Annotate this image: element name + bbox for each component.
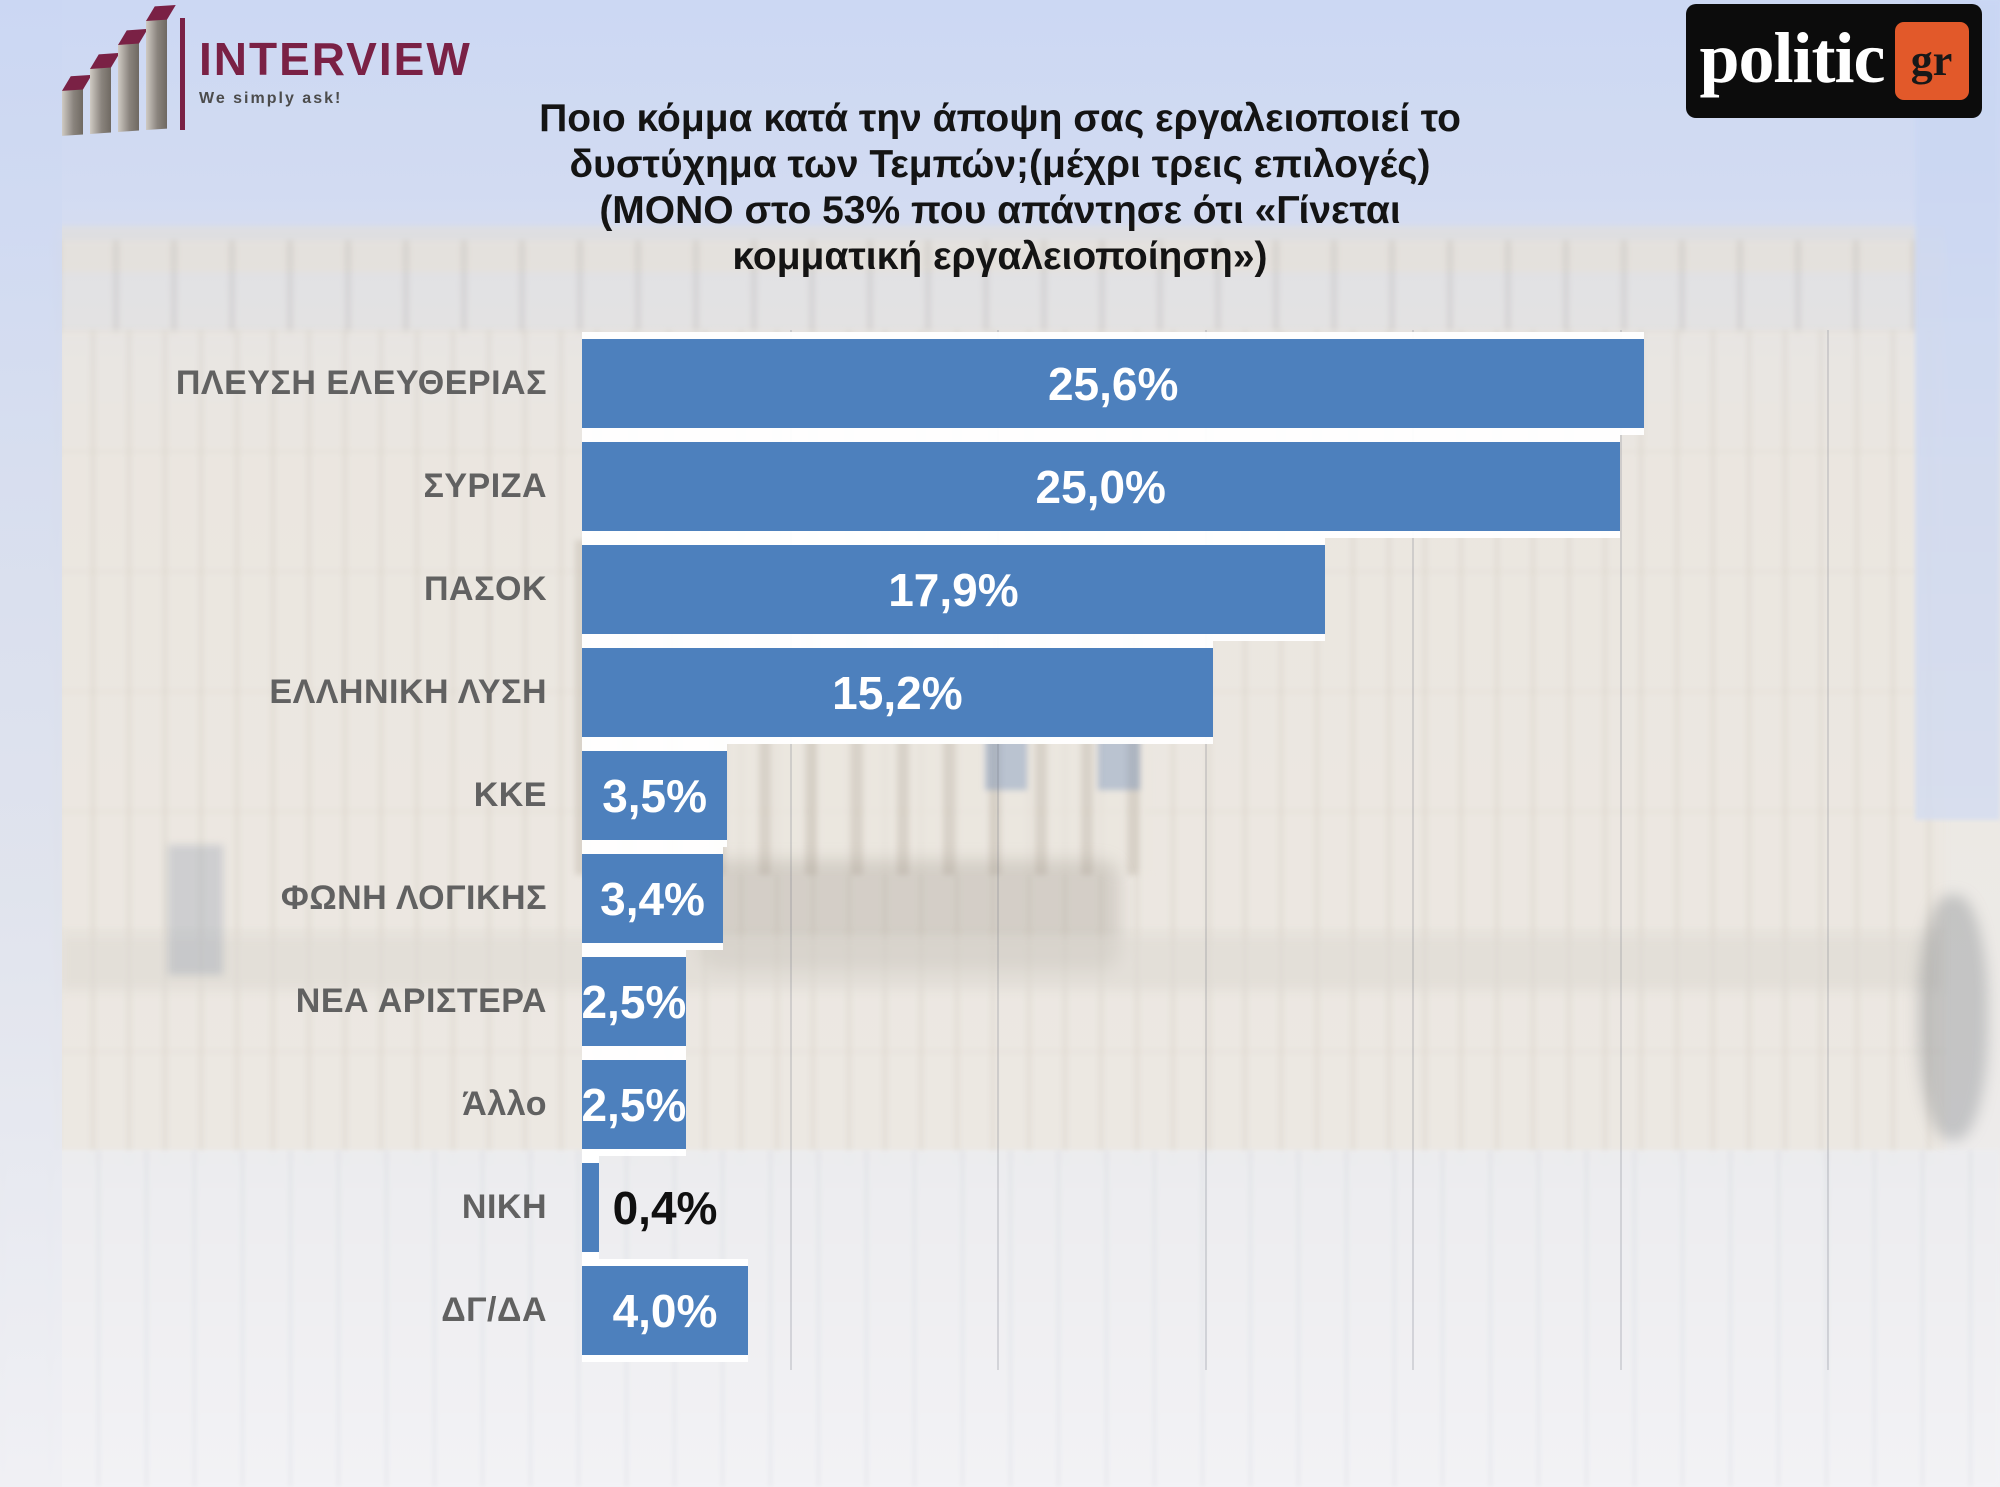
chart-row: ΝΙΚΗ 0,4% xyxy=(60,1156,1960,1259)
category-label: ΠΑΣΟΚ xyxy=(423,570,547,608)
bar: 3,5% xyxy=(582,751,728,840)
title-line: δυστύχημα των Τεμπών;(μέχρι τρεις επιλογ… xyxy=(569,143,1431,186)
background-building-base xyxy=(60,935,1940,990)
category-label: ΦΩΝΗ ΛΟΓΙΚΗΣ xyxy=(280,879,547,917)
logo-divider xyxy=(180,18,185,130)
chart-row: ΝΕΑ ΑΡΙΣΤΕΡΑ 2,5% xyxy=(60,950,1960,1053)
background-tree xyxy=(1918,895,1988,1140)
bar-area: 2,5% xyxy=(581,1060,1960,1149)
bar: 25,0% xyxy=(582,442,1620,531)
politic-gr-badge: gr xyxy=(1894,22,1969,100)
gridline xyxy=(1619,330,1622,1370)
bar: 2,5% xyxy=(581,1060,687,1149)
bar-area: 3,4% xyxy=(582,854,1960,943)
chart-row: ΚΚΕ 3,5% xyxy=(60,744,1960,847)
bar: 17,9% xyxy=(582,545,1325,634)
category-label: ΔΓ/ΔΑ xyxy=(441,1291,547,1329)
background-ground xyxy=(0,1150,2000,1487)
politic-gr-logo: politic gr xyxy=(1686,4,1982,118)
chart-row: ΔΓ/ΔΑ 4,0% xyxy=(60,1259,1960,1362)
bar-area: 15,2% xyxy=(582,648,1960,737)
interview-brand-text: INTERVIEW xyxy=(199,33,472,85)
gridline xyxy=(1412,330,1414,1370)
bar: 3,4% xyxy=(582,854,724,943)
chart-gridlines xyxy=(582,330,2000,1370)
title-line: κομματική εργαλειοποίηση») xyxy=(732,235,1268,278)
category-label: ΝΙΚΗ xyxy=(461,1188,547,1226)
bar xyxy=(582,1163,599,1252)
bar-area: 25,0% xyxy=(582,442,1960,531)
bar: 4,0% xyxy=(582,1266,748,1355)
bar-chart: ΠΛΕΥΣΗ ΕΛΕΥΘΕΡΙΑΣ 25,6% ΣΥΡΙΖΑ 25,0% ΠΑΣ… xyxy=(60,332,1960,1362)
bar: 15,2% xyxy=(582,648,1213,737)
title-line: (ΜΟΝΟ στο 53% που απάντησε ότι «Γίνεται xyxy=(599,189,1401,232)
gridline xyxy=(789,330,792,1370)
chart-row: ΠΑΣΟΚ 17,9% xyxy=(60,538,1960,641)
value-label: 25,6% xyxy=(1047,357,1179,410)
chart-row: Άλλο 2,5% xyxy=(60,1053,1960,1156)
background-guard-booth xyxy=(168,845,223,975)
bar-area: 25,6% xyxy=(582,339,1960,428)
bar-area: 4,0% xyxy=(582,1266,1960,1355)
background-guard-booth xyxy=(1098,735,1140,790)
chart-row: ΕΛΛΗΝΙΚΗ ΛΥΣΗ 15,2% xyxy=(60,641,1960,744)
title-line: Ποιο κόμμα κατά την άποψη σας εργαλειοπο… xyxy=(539,97,1461,140)
bar: 2,5% xyxy=(581,957,687,1046)
value-label: 0,4% xyxy=(612,1181,718,1234)
gridline xyxy=(997,330,999,1370)
gridline xyxy=(1204,330,1207,1370)
interview-tagline: We simply ask! xyxy=(199,90,343,107)
value-label: 2,5% xyxy=(581,1078,687,1131)
background-upper-floor xyxy=(55,240,1945,335)
bar-area: 2,5% xyxy=(581,957,1960,1046)
category-label: ΣΥΡΙΖΑ xyxy=(423,467,547,505)
category-label: ΚΚΕ xyxy=(473,776,547,814)
value-label: 3,4% xyxy=(600,872,705,925)
value-label: 25,0% xyxy=(1035,460,1166,513)
interview-logo: INTERVIEW We simply ask! xyxy=(62,14,472,136)
category-label: ΝΕΑ ΑΡΙΣΤΕΡΑ xyxy=(295,982,547,1020)
category-label: Άλλο xyxy=(462,1085,547,1123)
value-label: 3,5% xyxy=(602,769,708,822)
background-sky-right xyxy=(1915,0,2000,820)
politic-brand-text: politic xyxy=(1699,18,1886,98)
background-guard-booth xyxy=(985,735,1027,790)
value-label: 15,2% xyxy=(832,666,963,719)
bar: 25,6% xyxy=(582,339,1645,428)
category-label: ΕΛΛΗΝΙΚΗ ΛΥΣΗ xyxy=(269,673,547,711)
chart-row: ΠΛΕΥΣΗ ΕΛΕΥΘΕΡΙΑΣ 25,6% xyxy=(60,332,1960,435)
background-sky-left xyxy=(0,0,62,1487)
value-label: 17,9% xyxy=(888,563,1019,616)
category-label: ΠΛΕΥΣΗ ΕΛΕΥΘΕΡΙΑΣ xyxy=(175,364,547,402)
bar-area: 0,4% xyxy=(582,1163,1960,1252)
chart-row: ΦΩΝΗ ΛΟΓΙΚΗΣ 3,4% xyxy=(60,847,1960,950)
bar-area: 3,5% xyxy=(582,751,1960,840)
bar-area: 17,9% xyxy=(582,545,1960,634)
gridline xyxy=(1827,330,1829,1370)
page-title: Ποιο κόμμα κατά την άποψη σας εργαλειοπο… xyxy=(0,96,2000,280)
value-label: 2,5% xyxy=(581,975,687,1028)
value-label: 4,0% xyxy=(612,1284,718,1337)
chart-row: ΣΥΡΙΖΑ 25,0% xyxy=(60,435,1960,538)
